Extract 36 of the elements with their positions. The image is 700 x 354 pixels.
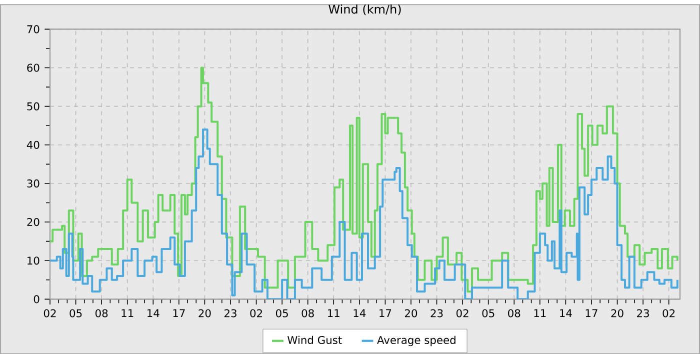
x-tick-label: 14	[148, 309, 160, 317]
x-tick-label: 11	[328, 309, 340, 317]
x-tick-label: 02	[456, 309, 468, 318]
x-tick-label: 14	[560, 309, 572, 317]
x-tick-label: 23	[637, 309, 649, 318]
chart-title: Wind (km/h)	[328, 4, 401, 16]
y-tick-label: 60	[27, 64, 40, 72]
y-tick-label: 30	[27, 179, 40, 188]
y-tick-label: 0	[34, 295, 40, 304]
y-tick-label: 70	[27, 25, 40, 34]
x-tick-label: 23	[430, 309, 443, 318]
x-tick-label: 08	[95, 309, 108, 318]
x-tick-label: 14	[354, 309, 366, 317]
x-tick-label: 17	[380, 309, 392, 317]
x-tick-label: 02	[250, 309, 262, 318]
y-tick-label: 10	[28, 256, 40, 265]
x-tick-label: 02	[662, 309, 675, 318]
x-tick-label: 20	[611, 309, 624, 318]
x-tick-label: 20	[198, 309, 211, 318]
x-tick-label: 05	[276, 309, 288, 318]
x-tick-label: 08	[508, 309, 520, 318]
y-tick-label: 40	[26, 140, 40, 149]
x-tick-label: 17	[586, 309, 598, 317]
x-tick-label: 02	[44, 309, 56, 318]
y-tick-label: 50	[27, 102, 40, 110]
x-tick-label: 05	[482, 309, 494, 318]
legend-label: Average speed	[377, 336, 456, 346]
x-tick-label: 11	[534, 309, 546, 317]
x-tick-label: 17	[173, 309, 185, 317]
x-tick-label: 05	[70, 309, 82, 318]
y-tick-label: 20	[27, 218, 40, 226]
x-tick-label: 11	[122, 309, 134, 317]
legend-label: Wind Gust	[288, 336, 342, 344]
x-tick-label: 20	[404, 309, 418, 318]
x-tick-label: 23	[224, 309, 236, 318]
x-tick-label: 08	[302, 309, 314, 318]
